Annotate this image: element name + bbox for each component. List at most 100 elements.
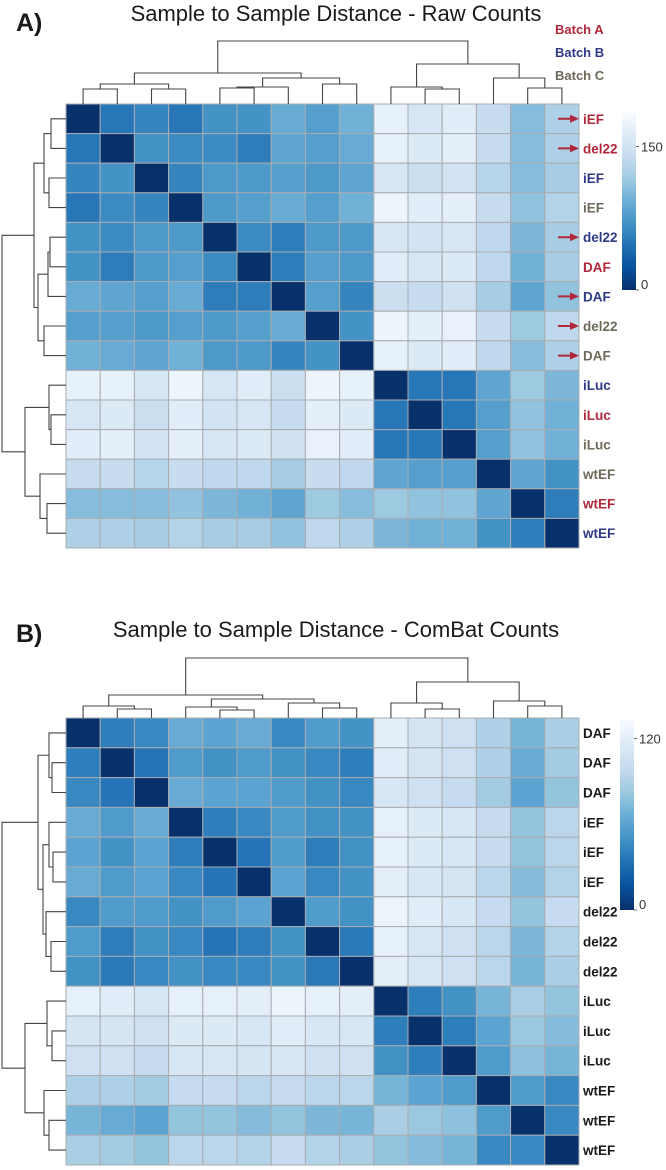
heatmap-cell xyxy=(270,429,306,460)
heatmap-cell xyxy=(133,1075,170,1106)
row-dendrogram xyxy=(1,118,66,534)
heatmap-cell xyxy=(441,1045,477,1077)
heatmap-cell xyxy=(510,103,546,135)
heatmap-cell xyxy=(407,399,443,431)
heatmap-cell xyxy=(270,192,306,223)
heatmap-cell xyxy=(339,926,375,957)
heatmap-cell xyxy=(168,926,204,957)
heatmap-cell xyxy=(510,221,546,253)
heatmap-cell xyxy=(544,192,580,223)
heatmap-cell xyxy=(270,836,306,868)
heatmap-cell xyxy=(270,777,306,808)
heatmap-cell xyxy=(202,955,238,987)
dendrogram-branch xyxy=(217,40,469,73)
heatmap-cell xyxy=(339,221,375,253)
heatmap-cell xyxy=(202,103,238,135)
heatmap-cell xyxy=(168,162,204,194)
heatmap-cell xyxy=(339,281,375,312)
chart-title: Sample to Sample Distance - ComBat Count… xyxy=(113,617,559,642)
heatmap-cell xyxy=(270,806,306,838)
heatmap-cell xyxy=(99,162,135,194)
heatmap-cell xyxy=(99,866,135,898)
heatmap-cell xyxy=(99,133,135,164)
heatmap-cell xyxy=(304,836,341,868)
heatmap-cell xyxy=(544,806,580,838)
heatmap-cell xyxy=(510,896,546,928)
heatmap-cell xyxy=(304,251,341,283)
heatmap-cell xyxy=(475,1075,512,1106)
heatmap-cell xyxy=(544,1134,580,1166)
heatmap-cell xyxy=(339,192,375,223)
row-dendrogram xyxy=(1,732,66,1151)
heatmap-cell xyxy=(304,747,341,779)
heatmap-cell xyxy=(441,340,477,371)
heatmap xyxy=(65,103,580,549)
heatmap-cell xyxy=(202,340,238,371)
heatmap-cell xyxy=(407,221,443,253)
heatmap-cell xyxy=(407,747,443,779)
heatmap-cell xyxy=(65,488,101,519)
heatmap-cell xyxy=(168,488,204,519)
heatmap-cell xyxy=(304,955,341,987)
heatmap-cell xyxy=(304,429,341,460)
heatmap-cell xyxy=(270,251,306,283)
heatmap-cell xyxy=(510,1104,546,1136)
heatmap-cell xyxy=(441,896,477,928)
heatmap-cell xyxy=(65,985,101,1017)
heatmap-cell xyxy=(373,103,409,135)
heatmap-cell xyxy=(304,221,341,253)
heatmap-cell xyxy=(304,1045,341,1077)
heatmap-cell xyxy=(99,517,135,549)
heatmap-cell xyxy=(133,955,170,987)
arrow-icon xyxy=(558,144,579,153)
heatmap-cell xyxy=(133,221,170,253)
heatmap-cell xyxy=(544,926,580,957)
heatmap-cell xyxy=(99,926,135,957)
heatmap-cell xyxy=(510,429,546,460)
heatmap-cell xyxy=(236,192,272,223)
heatmap-cell xyxy=(236,399,272,431)
panel-b: B) Sample to Sample Distance - ComBat Co… xyxy=(1,617,661,1166)
heatmap-cell xyxy=(339,103,375,135)
heatmap-cell xyxy=(373,836,409,868)
heatmap-cell xyxy=(407,251,443,283)
heatmap-cell xyxy=(441,192,477,223)
heatmap-cell xyxy=(407,488,443,519)
row-label: iEF xyxy=(583,845,604,860)
arrow-icon xyxy=(558,233,579,242)
heatmap-cell xyxy=(99,221,135,253)
heatmap-cell xyxy=(65,836,101,868)
heatmap-cell xyxy=(99,1134,135,1166)
heatmap-cell xyxy=(236,458,272,490)
heatmap-cell xyxy=(475,133,512,164)
arrow-icon xyxy=(558,114,579,123)
heatmap-cell xyxy=(202,1045,238,1077)
heatmap-cell xyxy=(441,488,477,519)
row-label: DAF xyxy=(583,349,611,364)
heatmap-cell xyxy=(236,896,272,928)
heatmap-cell xyxy=(236,133,272,164)
heatmap-cell xyxy=(407,1134,443,1166)
heatmap-cell xyxy=(339,340,375,371)
heatmap-cell xyxy=(407,517,443,549)
row-label: del22 xyxy=(583,230,618,245)
heatmap-cell xyxy=(475,1104,512,1136)
heatmap-cell xyxy=(373,747,409,779)
heatmap-cell xyxy=(475,517,512,549)
heatmap-cell xyxy=(168,896,204,928)
heatmap-cell xyxy=(202,985,238,1017)
heatmap-cell xyxy=(510,399,546,431)
heatmap-cell xyxy=(544,399,580,431)
heatmap-cell xyxy=(373,1075,409,1106)
heatmap-cell xyxy=(236,340,272,371)
heatmap-cell xyxy=(510,717,546,749)
heatmap-cell xyxy=(407,1075,443,1106)
heatmap-cell xyxy=(65,1134,101,1166)
heatmap-cell xyxy=(475,1015,512,1047)
heatmap-cell xyxy=(441,251,477,283)
heatmap-cell xyxy=(339,777,375,808)
colorbar: 0 120 xyxy=(620,720,661,912)
heatmap-cell xyxy=(270,340,306,371)
heatmap-cell xyxy=(99,806,135,838)
heatmap-cell xyxy=(99,955,135,987)
